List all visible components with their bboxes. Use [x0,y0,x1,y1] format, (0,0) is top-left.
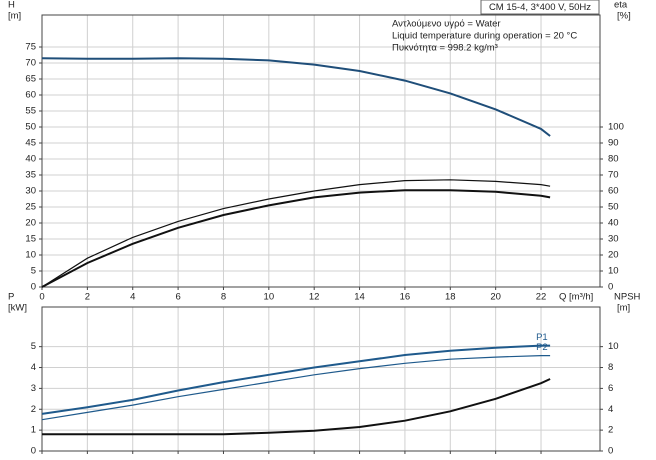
y2-tick-label: 20 [608,250,619,261]
x-tick-label: 12 [309,292,320,303]
x-tick-label: 22 [536,292,547,303]
curve [41,189,551,288]
y2-tick-label: 30 [608,234,619,245]
y-axis-label: H [8,0,15,11]
curve [41,57,551,137]
x-tick-label: 0 [39,292,44,303]
y-tick-label: 1 [31,425,36,436]
y-tick-label: 50 [25,122,36,133]
curve [41,355,551,421]
x-tick-label: 16 [400,292,411,303]
y-tick-label: 65 [25,74,36,85]
x-axis-label: Q [m³/h] [559,292,593,303]
y-tick-label: 0 [31,446,36,457]
y-tick-label: 5 [31,341,36,352]
y2-tick-label: 50 [608,202,619,213]
y-axis-unit: [kW] [8,303,27,314]
y-tick-label: 70 [25,58,36,69]
y2-tick-label: 0 [608,282,613,293]
y2-tick-label: 10 [608,266,619,277]
x-tick-label: 2 [85,292,90,303]
y-tick-label: 0 [31,282,36,293]
y-tick-label: 55 [25,106,36,117]
y2-tick-label: 0 [608,446,613,457]
y-tick-label: 75 [25,42,36,53]
y2-tick-label: 8 [608,362,613,373]
y2-tick-label: 80 [608,154,619,165]
y-tick-label: 3 [31,383,36,394]
y-tick-label: 10 [25,250,36,261]
x-tick-label: 18 [445,292,456,303]
x-tick-label: 20 [490,292,501,303]
x-tick-label: 6 [175,292,180,303]
annotation: Αντλούμενο υγρό = Water [392,19,501,30]
y2-axis-label: NPSH [614,292,641,303]
plot-frame [41,14,601,288]
series-label: P1 [536,332,548,343]
y2-tick-label: 100 [608,122,624,133]
annotation: Πυκνότητα = 998.2 kg/m³ [392,43,498,54]
y2-tick-label: 2 [608,425,613,436]
series-label: P2 [536,342,548,353]
y-tick-label: 45 [25,138,36,149]
y2-tick-label: 6 [608,383,613,394]
y2-tick-label: 10 [608,341,619,352]
y-axis-label: P [8,292,14,303]
x-tick-label: 14 [354,292,365,303]
chart-title: CM 15-4, 3*400 V, 50Hz [489,2,591,13]
y2-tick-label: 4 [608,404,613,415]
y2-tick-label: 40 [608,218,619,229]
y-tick-label: 60 [25,90,36,101]
curve [42,378,551,436]
y-tick-label: 2 [31,404,36,415]
y2-tick-label: 60 [608,186,619,197]
y-tick-label: 15 [25,234,36,245]
x-tick-label: 8 [221,292,226,303]
y2-axis-label: eta [614,0,628,11]
x-tick-label: 4 [130,292,135,303]
y-tick-label: 35 [25,170,36,181]
y2-axis-unit: [%] [617,11,631,22]
y2-tick-label: 90 [608,138,619,149]
plot-frame [41,306,601,452]
x-tick-label: 10 [264,292,275,303]
curve [41,344,551,415]
y-tick-label: 25 [25,202,36,213]
y-tick-label: 5 [31,266,36,277]
y-tick-label: 4 [31,362,36,373]
curve [41,179,551,288]
y-axis-unit: [m] [8,11,21,22]
y2-axis-unit: [m] [617,303,630,314]
title-box [480,0,600,15]
y-tick-label: 30 [25,186,36,197]
y-tick-label: 20 [25,218,36,229]
annotation: Liquid temperature during operation = 20… [392,31,577,42]
y2-tick-label: 70 [608,170,619,181]
y-tick-label: 40 [25,154,36,165]
